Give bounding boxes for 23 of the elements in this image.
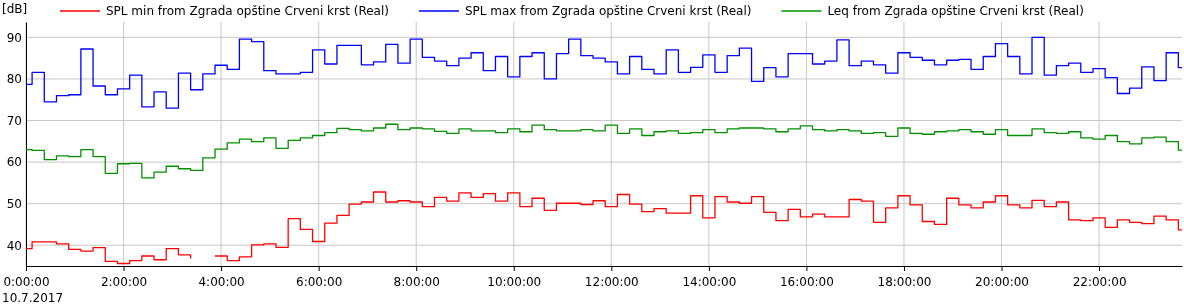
x-tick-label: 0:00:00 xyxy=(3,275,50,289)
x-tick-label: 14:00:00 xyxy=(682,275,737,289)
y-tick-label: 50 xyxy=(6,196,22,211)
x-tick-label: 8:00:00 xyxy=(393,275,440,289)
y-tick-label: 90 xyxy=(6,30,22,45)
legend-label: SPL min from Zgrada opštine Crveni krst (Real) xyxy=(106,4,389,18)
text: 10.7.2017 xyxy=(2,291,64,305)
x-tick-label: 6:00:00 xyxy=(296,275,343,289)
y-tick-label: 80 xyxy=(6,72,22,87)
x-tick-label: 16:00:00 xyxy=(779,275,834,289)
x-tick-label: 2:00:00 xyxy=(100,275,148,289)
legend-label: Leq from Zgrada opštine Crveni krst (Real) xyxy=(827,4,1084,18)
y-tick-label: 40 xyxy=(6,238,22,253)
y-tick-label: 70 xyxy=(6,113,22,128)
x-tick-label: 10:00:00 xyxy=(487,275,542,289)
x-tick-label: 4:00:00 xyxy=(198,275,245,289)
y-tick-label: 60 xyxy=(6,155,22,170)
x-tick-label: 12:00:00 xyxy=(584,275,639,289)
y-axis-title: [dB] xyxy=(2,2,28,16)
x-tick-label: 22:00:00 xyxy=(1072,275,1127,289)
x-tick-label: 18:00:00 xyxy=(877,275,932,289)
x-tick-label: 20:00:00 xyxy=(975,275,1029,289)
legend-label: SPL max from Zgrada opštine Crveni krst (Real) xyxy=(464,4,752,18)
